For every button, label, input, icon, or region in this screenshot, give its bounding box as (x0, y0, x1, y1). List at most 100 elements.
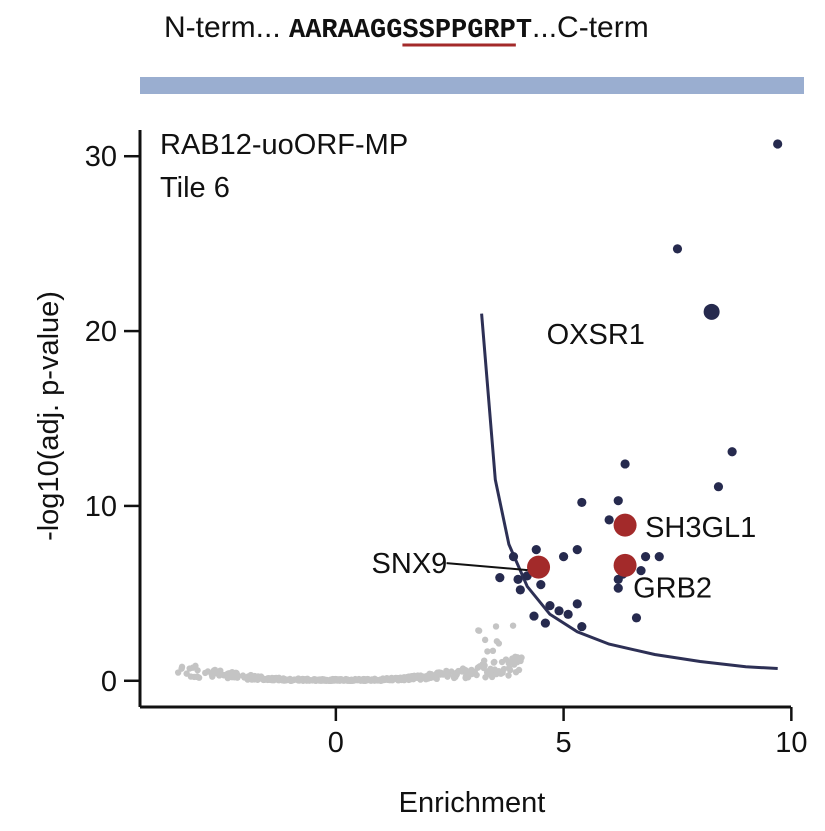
significant-point (558, 552, 569, 562)
significant-point (495, 573, 505, 583)
significance-threshold-curve (480, 313, 778, 670)
sequence-segment: GR (467, 16, 500, 46)
significant-point (515, 585, 525, 595)
nonsignificant-point (318, 677, 325, 684)
significant-point (727, 447, 737, 457)
sequence-segment: P (500, 16, 516, 46)
significant-point (529, 611, 539, 621)
label-leader-line (446, 562, 528, 572)
point-label-snx9: SNX9 (372, 548, 448, 580)
nonsignificant-point (281, 676, 289, 683)
nonsignificant-point (395, 676, 402, 684)
significant-point (654, 552, 664, 562)
nonsignificant-point (216, 672, 223, 679)
nonsignificant-point (444, 671, 452, 679)
nonsignificant-point (510, 661, 518, 668)
nonsignificant-point (378, 677, 385, 684)
nonsignificant-point (183, 670, 190, 677)
nonsignificant-point (260, 676, 267, 684)
significant-point (554, 606, 564, 616)
nonsignificant-point (439, 671, 447, 678)
x-tick-label: 0 (328, 727, 344, 759)
nonsignificant-point (345, 677, 352, 684)
significant-point (636, 566, 646, 576)
peptide-sequence: N-term... AARAAGGSSPPGRPT...C-term (164, 11, 649, 46)
highlighted-point-sh3gl1 (613, 513, 637, 537)
nonsignificant-points (174, 622, 525, 684)
highlighted-point-oxsr1 (703, 303, 720, 320)
plot-area: OXSR1 SH3GL1 GRB2 SNX9 (174, 139, 783, 684)
significant-point (572, 599, 582, 609)
significant-point (577, 497, 587, 508)
significant-point (577, 621, 587, 632)
y-tick-label: 30 (85, 141, 117, 173)
significant-point (540, 618, 550, 628)
y-axis-label: -log10(adj. p-value) (33, 291, 65, 541)
nonsignificant-point (360, 677, 367, 684)
significant-point (604, 515, 614, 525)
nonsignificant-point (452, 673, 459, 681)
significant-point (773, 139, 783, 149)
nonsignificant-point (417, 676, 424, 683)
significant-point (531, 545, 541, 555)
nonsignificant-point (492, 623, 500, 630)
nonsignificant-point (186, 665, 193, 672)
nonsignificant-point (403, 673, 411, 681)
nonsignificant-point (239, 672, 247, 679)
nonsignificant-point (195, 674, 203, 681)
x-tick-label: 5 (556, 727, 572, 759)
nonsignificant-point (512, 668, 520, 676)
significant-point (545, 600, 555, 611)
highlighted-point-snx9 (527, 555, 551, 579)
nonsignificant-point (505, 672, 512, 679)
significant-point (536, 580, 546, 590)
significant-point (620, 459, 630, 469)
nonsignificant-point (484, 648, 491, 655)
sequence-segment: P (451, 16, 467, 46)
significant-points (495, 139, 783, 632)
significant-point (563, 609, 573, 619)
nonsignificant-point (515, 654, 522, 662)
nonsignificant-point (367, 677, 374, 684)
nonsignificant-point (505, 664, 513, 672)
chart-title: RAB12-uoORF-MP (160, 129, 408, 161)
nonsignificant-point (334, 677, 341, 684)
significant-point (572, 545, 582, 555)
nonsignificant-point (489, 647, 497, 655)
x-tick-label: 10 (775, 727, 807, 759)
y-tick-label: 20 (85, 316, 117, 348)
nonsignificant-point (247, 673, 254, 680)
sequence-segment: T (516, 16, 532, 46)
tile-bar (140, 77, 804, 94)
nonsignificant-point (253, 673, 260, 681)
nonsignificant-point (499, 669, 506, 676)
point-label-sh3gl1: SH3GL1 (645, 512, 756, 544)
nonsignificant-point (464, 674, 472, 681)
nonsignificant-point (493, 670, 500, 678)
nonsignificant-point (326, 677, 333, 684)
x-axis-label: Enrichment (399, 787, 546, 819)
x-axis-ticks: 0 5 10 (328, 707, 807, 759)
sequence-segment: AARAAGG (289, 16, 402, 46)
nonsignificant-point (434, 670, 442, 677)
significant-point (508, 552, 519, 562)
point-label-grb2: GRB2 (633, 572, 712, 604)
sequence-segment: SSP (402, 16, 451, 46)
chart-subtitle: Tile 6 (160, 172, 230, 204)
nonsignificant-point (192, 662, 199, 670)
nonsignificant-point (474, 664, 482, 671)
nonsignificant-point (265, 675, 273, 682)
significant-point (613, 583, 623, 593)
nonsignificant-point (211, 667, 218, 674)
nonsignificant-point (480, 657, 488, 664)
nonsignificant-point (411, 672, 418, 680)
y-tick-label: 10 (85, 491, 117, 523)
nonsignificant-point (303, 677, 311, 684)
nonsignificant-point (228, 668, 236, 676)
nonsignificant-point (493, 638, 501, 645)
nonsignificant-point (461, 666, 468, 673)
point-label-oxsr1: OXSR1 (547, 319, 645, 351)
highlighted-points (527, 303, 720, 579)
y-tick-label: 0 (101, 666, 117, 698)
